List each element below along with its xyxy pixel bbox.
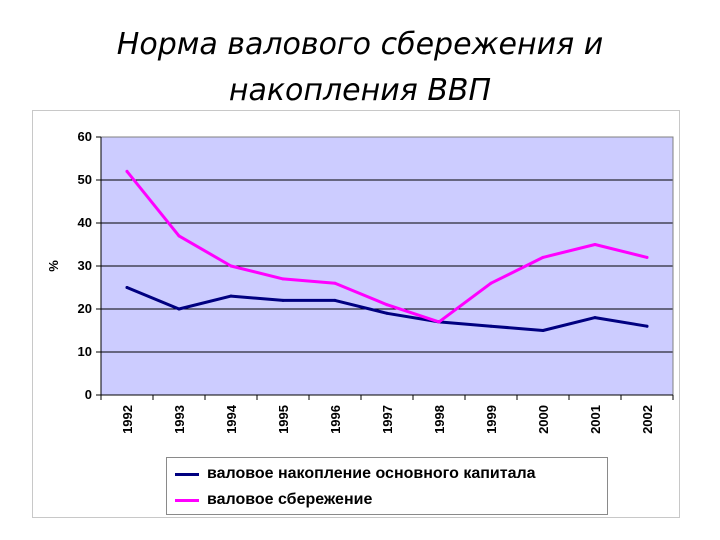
y-tick-label: 0 bbox=[85, 387, 92, 402]
x-tick-label: 1993 bbox=[172, 405, 187, 434]
data-point-savings bbox=[177, 234, 181, 238]
data-point-savings bbox=[229, 264, 233, 268]
data-point-accumulation bbox=[281, 298, 285, 302]
legend-swatch-savings bbox=[175, 498, 199, 502]
x-tick-label: 2000 bbox=[536, 405, 551, 434]
x-tick-label: 2002 bbox=[640, 405, 655, 434]
data-point-savings bbox=[541, 255, 545, 259]
data-point-savings bbox=[125, 169, 129, 173]
data-point-accumulation bbox=[489, 324, 493, 328]
x-tick-label: 1999 bbox=[484, 405, 499, 434]
slide-title-line-2: накопления ВВП bbox=[228, 73, 492, 108]
data-point-savings bbox=[281, 277, 285, 281]
data-point-savings bbox=[437, 320, 441, 324]
x-tick-label: 1994 bbox=[224, 404, 239, 434]
y-tick-label: 60 bbox=[78, 129, 92, 144]
data-point-accumulation bbox=[177, 307, 181, 311]
legend-item-accumulation: валовое накопление основного капитала bbox=[175, 463, 536, 485]
y-axis-label: % bbox=[46, 260, 61, 272]
data-point-accumulation bbox=[645, 324, 649, 328]
legend: валовое накопление основного капитала ва… bbox=[166, 457, 608, 515]
data-point-accumulation bbox=[333, 298, 337, 302]
data-point-accumulation bbox=[229, 294, 233, 298]
slide-title-line-1: Норма валового сбережения и bbox=[116, 27, 604, 62]
x-tick-label: 2001 bbox=[588, 405, 603, 434]
data-point-accumulation bbox=[541, 329, 545, 332]
x-tick-label: 1992 bbox=[120, 405, 135, 434]
x-tick-label: 1998 bbox=[432, 405, 447, 434]
data-point-savings bbox=[385, 303, 389, 307]
legend-label-accumulation: валовое накопление основного капитала bbox=[207, 465, 536, 482]
data-point-savings bbox=[333, 281, 337, 285]
data-point-savings bbox=[645, 255, 649, 259]
x-tick-label: 1996 bbox=[328, 405, 343, 434]
data-point-accumulation bbox=[125, 286, 129, 289]
legend-label-savings: валовое сбережение bbox=[207, 491, 373, 508]
slide-title: Норма валового сбережения и накопления В… bbox=[0, 22, 720, 114]
x-tick-label: 1997 bbox=[380, 405, 395, 434]
data-point-accumulation bbox=[385, 311, 389, 315]
y-tick-label: 10 bbox=[78, 344, 92, 359]
y-tick-label: 30 bbox=[78, 258, 92, 273]
x-tick-label: 1995 bbox=[276, 405, 291, 434]
data-point-accumulation bbox=[593, 316, 597, 320]
data-point-savings bbox=[593, 243, 597, 246]
legend-swatch-accumulation bbox=[175, 472, 199, 476]
legend-item-savings: валовое сбережение bbox=[175, 489, 372, 511]
data-point-savings bbox=[489, 281, 493, 285]
y-tick-label: 40 bbox=[78, 215, 92, 230]
y-tick-label: 20 bbox=[78, 301, 92, 316]
y-tick-label: 50 bbox=[78, 172, 92, 187]
